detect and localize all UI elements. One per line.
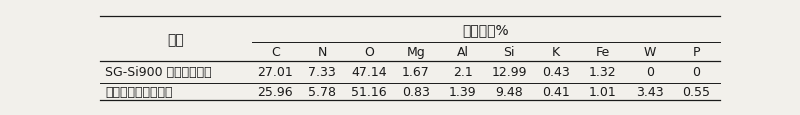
Text: Al: Al	[457, 46, 469, 59]
Text: P: P	[693, 46, 700, 59]
Text: 0.83: 0.83	[402, 85, 430, 98]
Text: W: W	[643, 46, 656, 59]
Text: 0.55: 0.55	[682, 85, 710, 98]
Text: 1.32: 1.32	[589, 66, 617, 79]
Text: 0.41: 0.41	[542, 85, 570, 98]
Text: 0: 0	[693, 66, 701, 79]
Text: 7.33: 7.33	[308, 66, 336, 79]
Text: 27.01: 27.01	[258, 66, 293, 79]
Text: 3.43: 3.43	[636, 85, 663, 98]
Text: 0: 0	[646, 66, 654, 79]
Text: K: K	[552, 46, 560, 59]
Text: SG-Si900 改性凹凸棒土: SG-Si900 改性凹凸棒土	[105, 66, 211, 79]
Text: 25.96: 25.96	[258, 85, 293, 98]
Text: 12.99: 12.99	[492, 66, 527, 79]
Text: C: C	[271, 46, 280, 59]
Text: O: O	[364, 46, 374, 59]
Text: 相对含量%: 相对含量%	[462, 23, 510, 37]
Text: 9.48: 9.48	[495, 85, 523, 98]
Text: Mg: Mg	[406, 46, 425, 59]
Text: Fe: Fe	[596, 46, 610, 59]
Text: 2.1: 2.1	[453, 66, 473, 79]
Text: 负载的磷錨酸催化剥: 负载的磷錨酸催化剥	[105, 85, 173, 98]
Text: 47.14: 47.14	[351, 66, 386, 79]
Text: 1.01: 1.01	[589, 85, 617, 98]
Text: N: N	[318, 46, 327, 59]
Text: 5.78: 5.78	[308, 85, 336, 98]
Text: 1.39: 1.39	[449, 85, 476, 98]
Text: 51.16: 51.16	[351, 85, 386, 98]
Text: 1.67: 1.67	[402, 66, 430, 79]
Text: Si: Si	[504, 46, 515, 59]
Text: 0.43: 0.43	[542, 66, 570, 79]
Text: 名称: 名称	[167, 33, 184, 46]
